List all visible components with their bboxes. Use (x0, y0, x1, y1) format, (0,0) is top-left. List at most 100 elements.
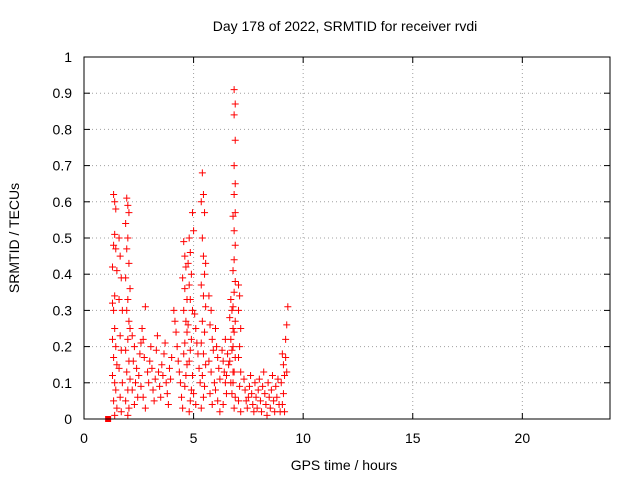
data-point (108, 372, 116, 380)
data-point (110, 353, 118, 361)
data-point (139, 335, 147, 343)
data-point (231, 180, 239, 188)
data-point (229, 267, 237, 275)
chart-title: Day 178 of 2022, SRMTID for receiver rvd… (213, 18, 478, 34)
data-point (182, 317, 190, 325)
data-point (148, 364, 156, 372)
data-point (122, 274, 130, 282)
data-point (224, 350, 232, 358)
data-point (117, 408, 125, 416)
data-point (237, 408, 245, 416)
data-point (180, 238, 188, 246)
data-point (229, 379, 237, 387)
data-point (186, 346, 194, 354)
data-point (141, 404, 149, 412)
data-point (229, 325, 237, 332)
data-point (149, 386, 157, 394)
data-point (205, 357, 213, 365)
data-point (259, 382, 267, 390)
data-point (125, 317, 133, 325)
data-point (186, 397, 194, 405)
data-point (231, 393, 239, 401)
data-point (158, 361, 166, 369)
data-point (202, 303, 210, 311)
data-point (179, 404, 187, 412)
data-point (254, 386, 262, 394)
y-tick-label: 0 (64, 411, 72, 427)
data-point (231, 317, 239, 325)
data-point (123, 368, 131, 376)
data-point (185, 234, 193, 242)
data-point (124, 201, 132, 209)
data-point (201, 382, 209, 390)
y-tick-label: 0.9 (53, 85, 73, 101)
data-point (266, 404, 274, 412)
data-point (197, 281, 205, 289)
data-point (230, 111, 238, 119)
data-point (155, 368, 163, 376)
data-point (160, 350, 168, 358)
data-point (227, 335, 235, 343)
data-point (116, 252, 124, 260)
data-point (253, 404, 261, 412)
data-point (126, 375, 134, 383)
data-point (230, 404, 238, 412)
data-point (265, 393, 273, 401)
data-point (231, 209, 239, 217)
data-point (282, 353, 290, 361)
data-point (195, 364, 203, 372)
data-point (157, 393, 165, 401)
data-point (115, 234, 123, 242)
data-point (270, 397, 278, 405)
data-point (186, 296, 194, 304)
data-point (245, 382, 253, 390)
data-point (170, 306, 178, 314)
data-point (133, 364, 141, 372)
data-point (255, 375, 263, 383)
data-point (228, 346, 236, 354)
data-point (145, 379, 153, 387)
data-point (249, 401, 257, 409)
data-point (198, 234, 206, 242)
data-point (125, 259, 133, 267)
data-point (139, 393, 147, 401)
data-point (281, 408, 289, 416)
data-point (263, 411, 271, 419)
data-point (123, 194, 131, 202)
data-point (197, 339, 205, 347)
data-point (231, 136, 239, 144)
data-point (112, 245, 120, 253)
data-point (183, 328, 191, 336)
data-point (165, 364, 173, 372)
data-point (192, 325, 200, 332)
data-point (267, 386, 275, 394)
data-point (229, 303, 237, 311)
data-point (199, 252, 207, 260)
data-point (113, 361, 121, 369)
data-point (230, 368, 238, 376)
data-point (118, 379, 126, 387)
data-point (184, 259, 192, 267)
data-point (137, 382, 145, 390)
x-tick-label: 0 (80, 430, 88, 446)
data-point (260, 368, 268, 376)
data-point (185, 357, 193, 365)
data-point (140, 353, 148, 361)
data-point (198, 169, 206, 177)
data-point (190, 390, 198, 398)
data-point (181, 382, 189, 390)
data-point (108, 299, 116, 307)
data-point (136, 350, 144, 358)
data-point (252, 393, 260, 401)
data-point (187, 270, 195, 278)
data-point (256, 397, 264, 405)
data-point (123, 306, 131, 314)
data-point (174, 357, 182, 365)
data-point (258, 408, 266, 416)
data-point (150, 397, 158, 405)
data-points (105, 86, 292, 422)
data-point (261, 390, 269, 398)
data-point (111, 198, 119, 206)
data-point (212, 386, 219, 394)
